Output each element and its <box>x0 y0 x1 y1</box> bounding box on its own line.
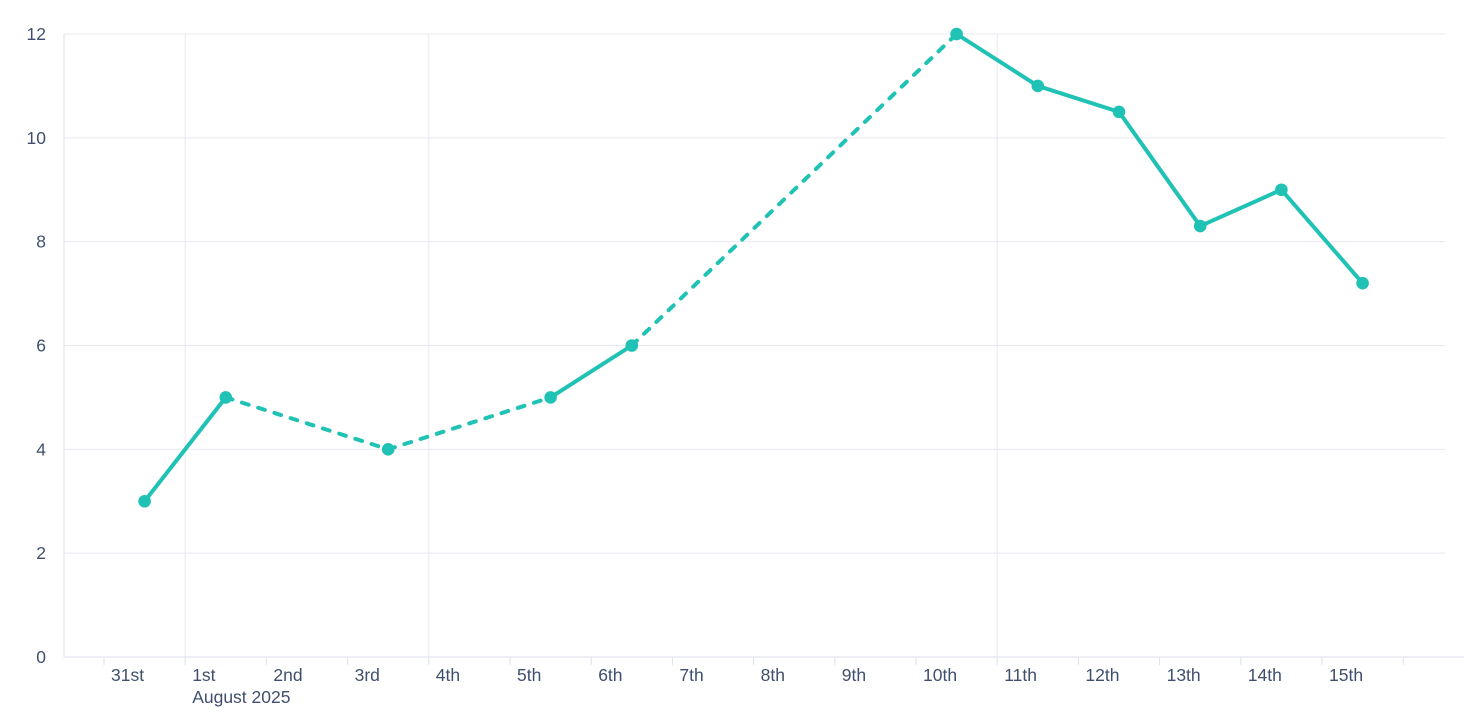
data-point-6th[interactable] <box>625 339 639 352</box>
series-segment-13th-to-14th-solid <box>1198 187 1284 229</box>
data-point-1st[interactable] <box>219 391 233 404</box>
series-segment-10th-to-11th-solid <box>954 32 1040 88</box>
data-point-10th[interactable] <box>950 27 963 41</box>
data-point-5th[interactable] <box>544 391 557 404</box>
series-segment-3rd-to-5th-dashed <box>386 395 553 452</box>
data-point-11th[interactable] <box>1031 79 1045 93</box>
x-axis-month-label: August 2025 <box>192 687 290 707</box>
x-tick-label-14th: 14th <box>1248 665 1282 685</box>
y-tick-label-8: 8 <box>36 232 46 252</box>
data-point-3rd[interactable] <box>381 443 395 456</box>
x-tick-label-7th: 7th <box>679 665 703 685</box>
x-tick-label-3rd: 3rd <box>355 665 380 685</box>
y-tick-label-4: 4 <box>36 439 46 459</box>
x-tick-label-15th: 15th <box>1329 665 1363 685</box>
x-tick-label-6th: 6th <box>598 665 622 685</box>
x-tick-label-11th: 11th <box>1004 665 1037 685</box>
x-tick-label-5th: 5th <box>517 665 541 685</box>
series-segment-6th-to-10th-dashed <box>629 32 959 348</box>
x-tick-label-4th: 4th <box>436 665 460 685</box>
x-tick-label-8th: 8th <box>761 665 785 685</box>
x-tick-label-2nd: 2nd <box>273 665 302 685</box>
x-tick-label-31st: 31st <box>111 665 144 685</box>
y-tick-label-0: 0 <box>36 647 46 667</box>
series-segment-14th-to-15th-solid <box>1279 187 1365 286</box>
series-segment-11th-to-12th-solid <box>1035 83 1121 114</box>
series-segment-1st-to-3rd-dashed <box>223 395 391 452</box>
x-tick-label-1st: 1st <box>192 665 215 685</box>
y-tick-label-12: 12 <box>27 24 46 44</box>
data-point-31st[interactable] <box>138 494 151 508</box>
series-segment-31st-to-1st-solid <box>142 395 228 504</box>
data-point-14th[interactable] <box>1275 183 1288 197</box>
x-tick-label-13th: 13th <box>1167 665 1201 685</box>
y-tick-label-6: 6 <box>36 336 46 356</box>
series-segment-12th-to-13th-solid <box>1117 109 1203 229</box>
x-tick-label-12th: 12th <box>1085 665 1119 685</box>
series-segment-5th-to-6th-solid <box>548 343 634 400</box>
y-tick-label-2: 2 <box>36 543 46 563</box>
x-tick-label-10th: 10th <box>923 665 957 685</box>
y-tick-label-10: 10 <box>27 128 47 148</box>
data-point-15th[interactable] <box>1356 276 1369 290</box>
data-point-13th[interactable] <box>1193 219 1207 233</box>
x-tick-label-9th: 9th <box>842 665 866 685</box>
data-point-12th[interactable] <box>1112 105 1126 119</box>
